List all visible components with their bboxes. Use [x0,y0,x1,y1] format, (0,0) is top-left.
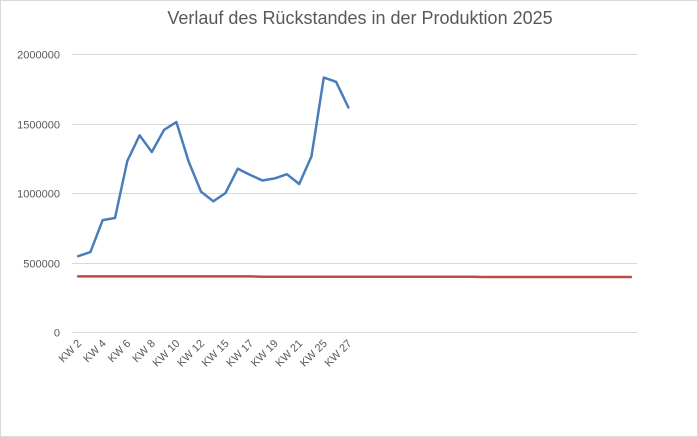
y-tick-label: 1000000 [17,189,60,201]
y-axis-labels: 0 500000 1000000 1500000 2000000 [17,50,60,340]
series-lines [76,76,633,279]
x-tick-label: KW 6 [106,338,134,366]
y-tick-label: 0 [54,328,60,340]
gridlines [72,54,637,333]
y-tick-label: 1500000 [17,120,60,132]
series-line-2 [76,275,633,279]
series-line-1 [76,76,350,258]
y-tick-label: 2000000 [17,50,60,62]
x-tick-label: KW 2 [57,338,85,366]
x-tick-label: KW 27 [323,338,355,370]
y-tick-label: 500000 [23,259,60,271]
chart-title: Verlauf des Rückstandes in der Produktio… [167,8,553,28]
x-tick-label: KW 4 [81,338,109,366]
